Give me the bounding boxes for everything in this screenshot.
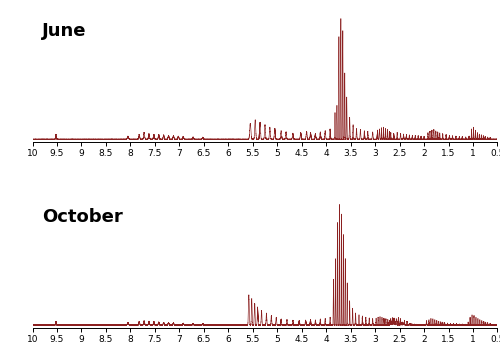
Text: June: June [42,22,86,40]
Text: October: October [42,208,122,226]
